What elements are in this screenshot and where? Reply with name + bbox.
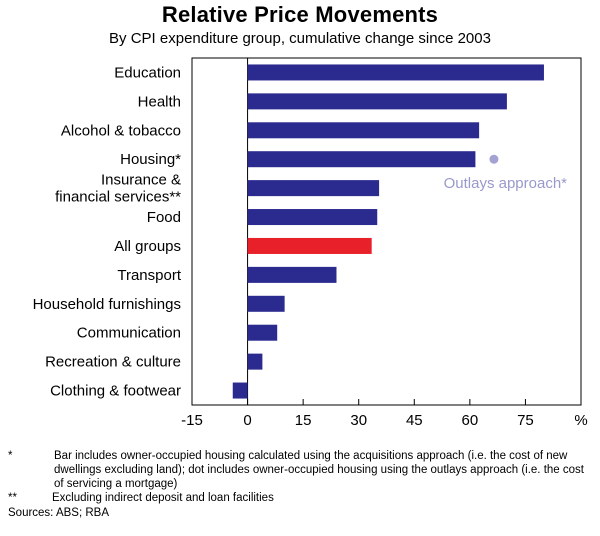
x-tick-label: -15	[181, 412, 203, 429]
category-label: Insurance &	[101, 172, 181, 189]
category-label: Household furnishings	[33, 296, 181, 313]
category-label: financial services**	[55, 189, 181, 206]
bar-chart: Education Health Alcohol & tobacco Housing*…	[33, 57, 588, 429]
footnote-mark: **	[8, 492, 17, 504]
bar-household-furnishings	[247, 295, 285, 312]
category-label: Transport	[117, 267, 181, 284]
bar-insurance-financial-services	[247, 180, 380, 197]
x-tick-label: 75	[517, 412, 534, 429]
category-label: Alcohol & tobacco	[61, 122, 181, 139]
bar-education	[247, 64, 544, 81]
x-tick-label: 60	[462, 412, 479, 429]
footnote-text: Bar includes owner-occupied housing calc…	[54, 450, 584, 490]
sources-line: Sources: ABS; RBA	[8, 507, 109, 519]
bar-transport	[247, 266, 337, 283]
category-label: Recreation & culture	[45, 354, 181, 371]
category-label: Health	[138, 93, 181, 110]
bar-alcohol-tobacco	[247, 122, 480, 139]
bar-recreation-culture	[247, 353, 263, 370]
chart-title: Relative Price Movements	[161, 2, 439, 27]
category-label: Education	[114, 64, 181, 81]
outlays-annotation: Outlays approach*	[444, 175, 568, 192]
outlays-dot	[489, 154, 499, 164]
bar-food	[247, 209, 378, 226]
unit-label: %	[574, 412, 587, 429]
bar-housing	[247, 151, 476, 168]
bar-clothing-footwear	[232, 382, 248, 399]
x-tick-label: 45	[406, 412, 423, 429]
footnote-mark: *	[8, 450, 13, 462]
category-label: Food	[147, 209, 181, 226]
footnote-1: * Bar includes owner-occupied housing ca…	[8, 449, 593, 491]
bar-all-groups	[247, 237, 372, 254]
category-label: Communication	[77, 325, 181, 342]
category-label: All groups	[114, 238, 181, 255]
bar-communication	[247, 324, 278, 341]
chart-subtitle: By CPI expenditure group, cumulative cha…	[109, 30, 491, 47]
x-tick-label: 0	[243, 412, 251, 429]
bar-health	[247, 93, 507, 110]
x-tick-label: 15	[295, 412, 312, 429]
x-tick-label: 30	[350, 412, 367, 429]
category-label: Housing*	[120, 151, 181, 168]
category-label: Clothing & footwear	[50, 383, 181, 400]
footnote-2: ** Excluding indirect deposit and loan f…	[8, 491, 593, 505]
footnotes: * Bar includes owner-occupied housing ca…	[8, 449, 593, 520]
plot-frame	[191, 57, 582, 406]
footnote-text: Excluding indirect deposit and loan faci…	[52, 492, 274, 504]
